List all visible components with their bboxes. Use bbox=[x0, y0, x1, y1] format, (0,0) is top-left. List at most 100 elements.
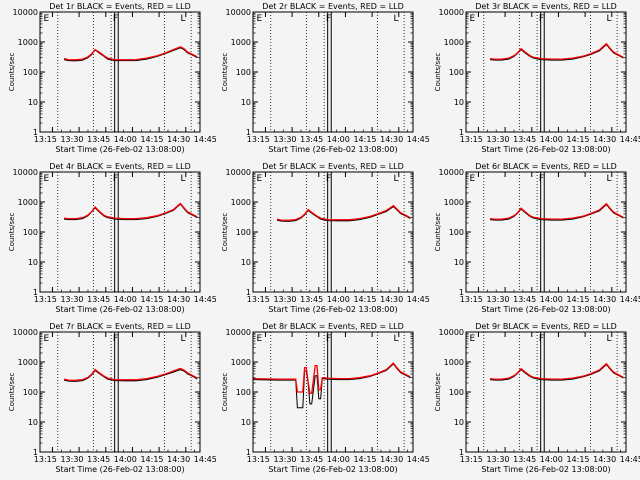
x-tick-label: 14:45 bbox=[407, 295, 430, 304]
y-axis-label: Counts/sec bbox=[221, 373, 229, 412]
x-tick-label: 13:30 bbox=[60, 455, 83, 464]
x-tick-label: 14:15 bbox=[566, 135, 589, 144]
x-tick-label: 14:45 bbox=[194, 295, 217, 304]
y-tick-label: 10000 bbox=[439, 168, 464, 177]
y-tick-label: 100 bbox=[23, 228, 38, 237]
series-line-lld bbox=[489, 362, 624, 380]
x-axis-label: Start Time (26-Feb-02 13:08:00) bbox=[268, 465, 397, 474]
y-axis-label: Counts/sec bbox=[8, 213, 16, 252]
x-tick-label: 14:00 bbox=[114, 455, 137, 464]
y-axis-label: Counts/sec bbox=[8, 53, 16, 92]
x-tick-label: 13:30 bbox=[60, 135, 83, 144]
y-tick-label: 1000 bbox=[18, 358, 38, 367]
series-line-lld bbox=[63, 46, 198, 61]
time-marker-label: F bbox=[326, 174, 331, 184]
y-axis-label: Counts/sec bbox=[434, 373, 442, 412]
x-axis-label: Start Time (26-Feb-02 13:08:00) bbox=[55, 305, 184, 314]
y-tick-label: 100 bbox=[449, 228, 464, 237]
x-tick-label: 14:45 bbox=[620, 455, 640, 464]
time-marker-label: L bbox=[180, 174, 185, 184]
time-marker-label: F bbox=[326, 334, 331, 344]
x-tick-label: 14:00 bbox=[114, 295, 137, 304]
y-tick-label: 10 bbox=[241, 98, 251, 107]
x-tick-label: 13:30 bbox=[273, 295, 296, 304]
panel-title: Det 7r BLACK = Events, RED = LLD bbox=[49, 322, 191, 331]
x-tick-label: 14:45 bbox=[620, 295, 640, 304]
y-tick-label: 1 bbox=[459, 288, 464, 297]
y-tick-label: 10 bbox=[28, 258, 38, 267]
plot-frame bbox=[465, 171, 627, 293]
time-marker-label: E bbox=[470, 334, 476, 344]
y-tick-label: 1000 bbox=[18, 38, 38, 47]
plot-frame bbox=[252, 171, 414, 293]
y-tick-label: 100 bbox=[236, 388, 251, 397]
y-axis-label: Counts/sec bbox=[434, 213, 442, 252]
y-tick-label: 1 bbox=[246, 448, 251, 457]
x-tick-label: 13:45 bbox=[300, 135, 323, 144]
x-tick-label: 14:00 bbox=[540, 135, 563, 144]
y-tick-label: 1 bbox=[33, 288, 38, 297]
x-tick-label: 13:30 bbox=[273, 135, 296, 144]
series-line-lld bbox=[63, 202, 198, 220]
y-tick-label: 100 bbox=[23, 68, 38, 77]
panel-7: Det 7r BLACK = Events, RED = LLD E F L 1 10 10… bbox=[8, 322, 217, 474]
series-line-events bbox=[63, 47, 198, 62]
x-tick-label: 13:30 bbox=[486, 295, 509, 304]
x-tick-label: 13:15 bbox=[247, 455, 270, 464]
series-line-events bbox=[276, 205, 411, 222]
x-axis-label: Start Time (26-Feb-02 13:08:00) bbox=[481, 305, 610, 314]
time-marker-label: E bbox=[44, 14, 50, 24]
y-tick-label: 1 bbox=[33, 128, 38, 137]
y-axis-label: Counts/sec bbox=[221, 53, 229, 92]
x-tick-label: 14:15 bbox=[140, 295, 163, 304]
x-tick-label: 13:15 bbox=[34, 455, 57, 464]
time-marker-label: F bbox=[113, 334, 118, 344]
plot-frame bbox=[252, 331, 414, 453]
plot-frame bbox=[252, 11, 414, 133]
x-tick-label: 14:00 bbox=[114, 135, 137, 144]
time-marker-label: L bbox=[393, 14, 398, 24]
y-tick-label: 100 bbox=[449, 388, 464, 397]
y-tick-label: 100 bbox=[236, 68, 251, 77]
x-tick-label: 14:30 bbox=[167, 295, 190, 304]
x-tick-label: 13:45 bbox=[513, 135, 536, 144]
x-tick-label: 13:30 bbox=[273, 455, 296, 464]
x-tick-label: 14:00 bbox=[540, 455, 563, 464]
y-tick-label: 1 bbox=[33, 448, 38, 457]
series-line-lld bbox=[489, 42, 624, 60]
panel-4: Det 4r BLACK = Events, RED = LLD E F L 1 10 10… bbox=[8, 162, 217, 314]
panel-title: Det 4r BLACK = Events, RED = LLD bbox=[49, 162, 191, 171]
series-group bbox=[63, 202, 198, 221]
y-tick-label: 1 bbox=[246, 288, 251, 297]
x-tick-label: 14:00 bbox=[327, 135, 350, 144]
y-tick-label: 10000 bbox=[439, 8, 464, 17]
panel-1: Det 1r BLACK = Events, RED = LLD E F L 1 10 10… bbox=[8, 2, 217, 154]
x-tick-label: 14:15 bbox=[566, 455, 589, 464]
x-tick-label: 14:30 bbox=[593, 455, 616, 464]
x-tick-label: 14:30 bbox=[593, 295, 616, 304]
y-tick-label: 10 bbox=[28, 418, 38, 427]
panel-title: Det 9r BLACK = Events, RED = LLD bbox=[475, 322, 617, 331]
panel-2: Det 2r BLACK = Events, RED = LLD E F L 1 10 10… bbox=[221, 2, 430, 154]
time-marker-label: E bbox=[257, 14, 263, 24]
x-tick-label: 14:30 bbox=[167, 455, 190, 464]
x-tick-label: 14:15 bbox=[353, 135, 376, 144]
panel-title: Det 6r BLACK = Events, RED = LLD bbox=[475, 162, 617, 171]
time-marker-label: E bbox=[257, 334, 263, 344]
x-tick-label: 13:30 bbox=[486, 455, 509, 464]
series-line-lld bbox=[63, 367, 198, 381]
x-tick-label: 13:15 bbox=[460, 135, 483, 144]
x-tick-label: 13:15 bbox=[460, 455, 483, 464]
series-group bbox=[276, 204, 411, 222]
x-tick-label: 14:30 bbox=[380, 455, 403, 464]
panel-title: Det 5r BLACK = Events, RED = LLD bbox=[262, 162, 404, 171]
time-marker-label: L bbox=[180, 334, 185, 344]
x-axis-label: Start Time (26-Feb-02 13:08:00) bbox=[481, 145, 610, 154]
y-tick-label: 1000 bbox=[18, 198, 38, 207]
x-tick-label: 13:45 bbox=[87, 455, 110, 464]
x-tick-label: 14:15 bbox=[140, 455, 163, 464]
x-tick-label: 14:45 bbox=[620, 135, 640, 144]
y-axis-label: Counts/sec bbox=[8, 373, 16, 412]
x-tick-label: 14:00 bbox=[327, 455, 350, 464]
